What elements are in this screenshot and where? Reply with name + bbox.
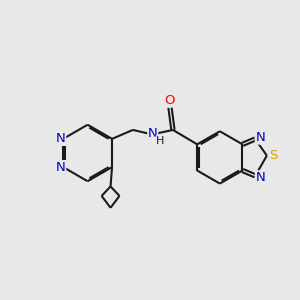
Text: N: N — [56, 160, 66, 174]
Text: N: N — [148, 127, 158, 140]
Text: S: S — [269, 149, 278, 162]
Text: O: O — [165, 94, 175, 107]
Text: H: H — [156, 136, 164, 146]
Text: N: N — [255, 171, 265, 184]
Text: N: N — [255, 131, 265, 144]
Text: N: N — [56, 132, 66, 146]
